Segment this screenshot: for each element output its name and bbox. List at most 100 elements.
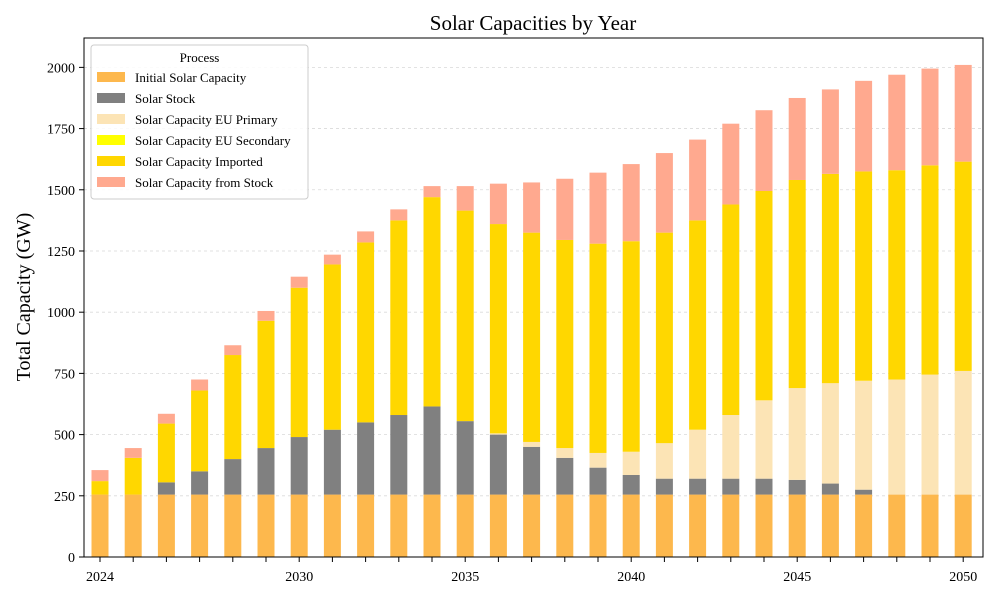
- bar-segment: [91, 494, 109, 557]
- bar-segment: [788, 179, 806, 389]
- bar-segment: [921, 165, 939, 375]
- bar-segment: [390, 209, 408, 221]
- bar-segment: [124, 448, 142, 458]
- bar-segment: [157, 423, 175, 483]
- bar-segment: [290, 276, 308, 288]
- bar-segment: [290, 494, 308, 557]
- bar-segment: [489, 224, 507, 434]
- bar-segment: [921, 494, 939, 557]
- bar-segment: [456, 210, 474, 422]
- bar-segment: [290, 287, 308, 438]
- bar-segment: [888, 170, 906, 380]
- bar-segment: [357, 422, 375, 495]
- bar-segment: [423, 186, 441, 198]
- bar-segment: [622, 451, 640, 475]
- x-tick-label: 2045: [783, 570, 811, 585]
- bar-segment: [821, 494, 839, 557]
- y-tick-label: 1250: [47, 245, 75, 260]
- bar-segment: [622, 494, 640, 557]
- y-tick-label: 2000: [47, 61, 75, 76]
- bars: [91, 64, 972, 557]
- bar-segment: [191, 379, 209, 391]
- y-tick-label: 1500: [47, 184, 75, 199]
- bar-segment: [489, 494, 507, 557]
- bar-segment: [456, 494, 474, 557]
- bar-segment: [423, 406, 441, 495]
- x-tick-label: 2024: [86, 570, 114, 585]
- bar-segment: [788, 479, 806, 495]
- bar-segment: [323, 494, 341, 557]
- bar-segment: [954, 161, 972, 371]
- bar-segment: [323, 264, 341, 430]
- bar-segment: [821, 173, 839, 384]
- bar-segment: [423, 197, 441, 407]
- legend-swatch: [97, 177, 125, 187]
- bar-segment: [689, 220, 707, 430]
- bar-segment: [489, 183, 507, 225]
- bar-segment: [954, 494, 972, 557]
- legend-swatch: [97, 114, 125, 124]
- x-tick-label: 2040: [617, 570, 645, 585]
- bar-segment: [390, 494, 408, 557]
- bar-segment: [257, 310, 275, 321]
- bar-segment: [191, 494, 209, 557]
- bar-segment: [722, 415, 740, 479]
- bar-segment: [124, 494, 142, 557]
- bar-segment: [323, 429, 341, 495]
- bar-segment: [357, 231, 375, 243]
- bar-segment: [655, 443, 673, 479]
- legend-label: Solar Capacity EU Primary: [135, 112, 278, 127]
- bar-segment: [489, 434, 507, 495]
- bar-segment: [91, 481, 109, 495]
- bar-segment: [257, 494, 275, 557]
- bar-segment: [124, 457, 142, 495]
- axes: 0 250 500 750 1000 1250 1500 1750 2000 2024 2030 20…: [47, 37, 984, 585]
- plot-frame: [83, 37, 984, 558]
- bar-segment: [655, 232, 673, 444]
- y-tick-label: 500: [54, 429, 75, 444]
- bar-segment: [689, 478, 707, 495]
- bar-segment: [622, 241, 640, 452]
- bar-segment: [855, 380, 873, 490]
- bar-segment: [423, 494, 441, 557]
- y-tick-label: 0: [68, 551, 75, 566]
- bar-segment: [855, 494, 873, 557]
- bar-segment: [523, 232, 541, 442]
- legend-box: [90, 44, 309, 200]
- bar-segment: [224, 355, 242, 460]
- bar-segment: [157, 413, 175, 424]
- bar-segment: [556, 457, 574, 495]
- bar-segment: [357, 494, 375, 557]
- bar-segment: [689, 139, 707, 221]
- bar-segment: [921, 68, 939, 166]
- y-tick-label: 1000: [47, 306, 75, 321]
- bar-segment: [589, 452, 607, 468]
- bar-segment: [257, 448, 275, 495]
- legend: Process Initial Solar Capacity Solar Stock…: [90, 44, 309, 200]
- bar-segment: [224, 345, 242, 356]
- legend-label: Solar Capacity EU Secondary: [135, 133, 291, 148]
- bar-segment: [257, 320, 275, 449]
- legend-label: Solar Stock: [135, 91, 196, 106]
- bar-segment: [755, 400, 773, 479]
- bar-segment: [390, 220, 408, 416]
- bar-segment: [523, 182, 541, 233]
- bar-segment: [755, 478, 773, 495]
- bar-segment: [788, 388, 806, 480]
- bar-segment: [157, 494, 175, 557]
- bar-segment: [622, 474, 640, 495]
- bar-segment: [689, 429, 707, 479]
- bar-segment: [855, 80, 873, 172]
- bar-segment: [191, 390, 209, 472]
- bar-segment: [589, 494, 607, 557]
- bar-segment: [489, 433, 507, 435]
- bar-segment: [722, 478, 740, 495]
- bar-segment: [722, 123, 740, 205]
- bar-segment: [91, 470, 109, 482]
- bar-segment: [191, 471, 209, 495]
- x-tick-label: 2035: [451, 570, 479, 585]
- bar-segment: [224, 494, 242, 557]
- bar-segment: [954, 370, 972, 495]
- x-tick-label: 2030: [285, 570, 313, 585]
